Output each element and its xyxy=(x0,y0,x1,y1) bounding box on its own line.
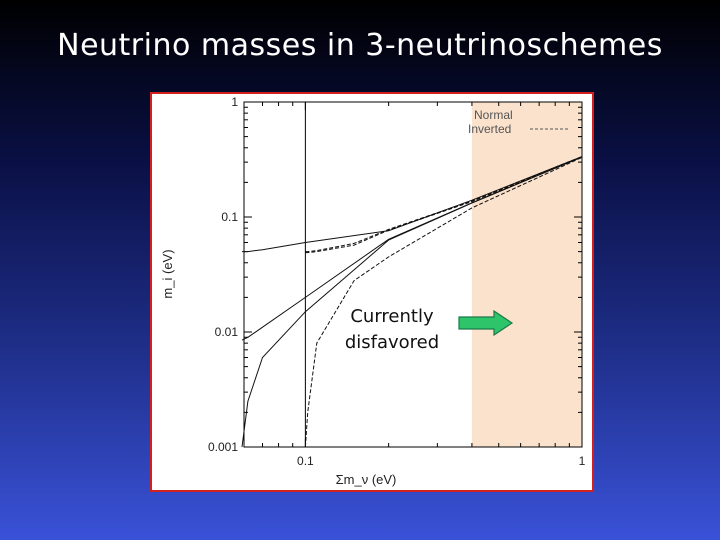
legend-inverted-label: Inverted xyxy=(468,122,511,136)
disfavored-region xyxy=(471,102,582,447)
plot-border xyxy=(243,101,583,448)
curve-inverted-4 xyxy=(305,156,583,254)
annotation-line-2: disfavored xyxy=(344,332,440,353)
y-axis-label: m_i (eV) xyxy=(160,249,175,298)
x-axis-label: Σm_ν (eV) xyxy=(336,472,397,487)
curve-normal-2 xyxy=(242,156,583,253)
slide-title: Neutrino masses in 3-neutrinoschemes xyxy=(57,28,663,63)
chart: 1 0.1 0.01 0.001 0.1 1 Σm_ν (eV) m_i (eV… xyxy=(160,95,586,487)
curve-normal-1 xyxy=(241,156,583,341)
x-tick-label: 0.1 xyxy=(297,454,314,468)
chart-frame: 1 0.1 0.01 0.001 0.1 1 Σm_ν (eV) m_i (eV… xyxy=(150,92,594,492)
curve-inverted-3 xyxy=(304,156,583,448)
x-tick-label: 1 xyxy=(579,454,586,468)
legend-normal-label: Normal xyxy=(474,108,513,122)
y-tick-label: 0.1 xyxy=(221,210,238,224)
disfavored-annotation: Currently disfavored xyxy=(332,304,452,356)
curves xyxy=(241,156,583,448)
y-tick-label: 1 xyxy=(231,95,238,109)
arrow-right-icon xyxy=(458,310,514,336)
y-tick-label: 0.01 xyxy=(215,325,239,339)
curve-inverted-5 xyxy=(305,156,583,253)
annotation-line-1: Currently xyxy=(350,306,434,327)
y-tick-label: 0.001 xyxy=(208,440,238,454)
